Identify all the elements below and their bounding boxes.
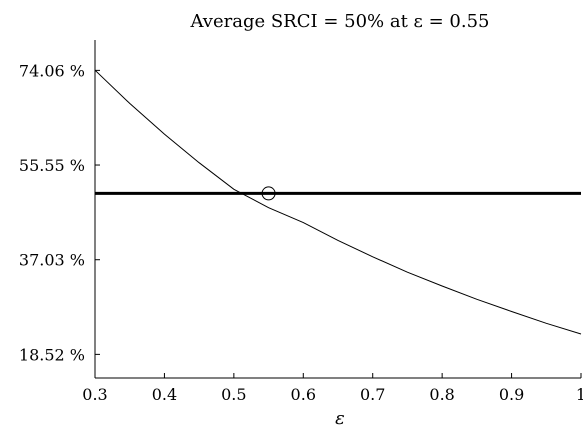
y-tick-label: 74.06 %: [19, 61, 85, 80]
x-tick-label: 0.8: [429, 385, 454, 404]
x-tick-label: 0.4: [152, 385, 177, 404]
x-tick-label: 0.5: [221, 385, 246, 404]
y-tick-label: 37.03 %: [19, 251, 85, 270]
plot-area: 0.3 0.4 0.5 0.6 0.7 0.8 0.9 1 18.52 % 37.03 % 55.5…: [19, 40, 583, 404]
srci-curve: [94, 69, 582, 335]
y-tick-label: 55.55 %: [19, 156, 85, 175]
x-tick-label: 0.3: [82, 385, 107, 404]
x-tick-label: 0.9: [499, 385, 524, 404]
x-axis-label: ε: [335, 408, 345, 429]
x-tick-label: 1: [576, 385, 583, 404]
intersection-marker: [261, 186, 276, 201]
x-tick-label: 0.6: [291, 385, 316, 404]
chart-title: Average SRCI = 50% at ε = 0.55: [190, 11, 490, 32]
x-tick-label: 0.7: [360, 385, 385, 404]
y-tick-label: 18.52 %: [19, 345, 85, 364]
